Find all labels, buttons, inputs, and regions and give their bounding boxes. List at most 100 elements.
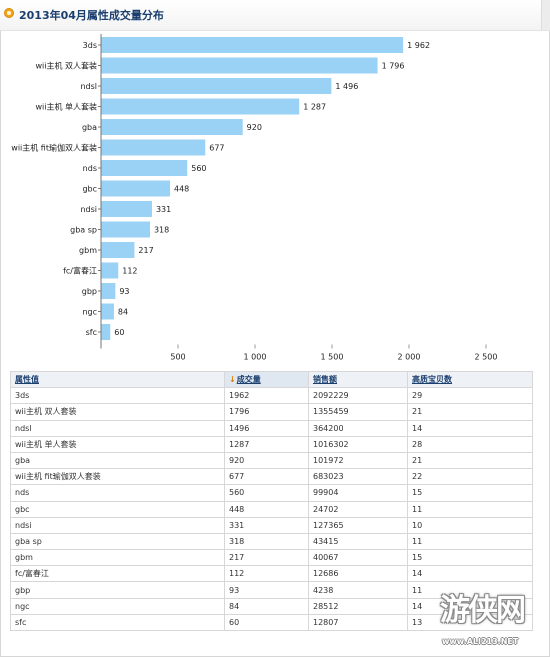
sort-down-icon: ↓ bbox=[229, 375, 236, 385]
chart-bar[interactable] bbox=[101, 283, 116, 299]
chart-bar[interactable] bbox=[101, 201, 152, 217]
table-cell: 217 bbox=[224, 549, 309, 567]
bullet-icon bbox=[4, 8, 14, 18]
chart-bar[interactable] bbox=[101, 221, 150, 238]
table-row: ndsl 1496 364200 14 bbox=[10, 419, 533, 437]
column-header-sales[interactable]: 销售额 bbox=[308, 370, 408, 389]
bar-value-label: 560 bbox=[191, 164, 206, 173]
chart-bar[interactable] bbox=[101, 139, 206, 156]
y-tick-label: wii主机 双人套装 bbox=[35, 61, 97, 71]
table-row: sfc 60 12807 13 bbox=[10, 613, 533, 632]
table-cell: 318 bbox=[224, 532, 309, 551]
table-cell: 22 bbox=[407, 468, 533, 486]
bar-value-label: 93 bbox=[119, 287, 129, 296]
bar-value-label: 217 bbox=[138, 246, 153, 255]
bar-value-label: 1 496 bbox=[335, 82, 358, 91]
bar-value-label: 60 bbox=[114, 328, 124, 337]
table-cell: 10 bbox=[407, 516, 533, 534]
table-cell: 99904 bbox=[308, 484, 408, 502]
column-header-quality-items[interactable]: 高质宝贝数 bbox=[407, 370, 533, 389]
table-row: gbc 448 24702 11 bbox=[10, 500, 533, 518]
y-tick-label: gbc bbox=[82, 185, 97, 194]
bar-value-label: 112 bbox=[122, 267, 137, 276]
table-cell: wii主机 双人套装 bbox=[10, 403, 225, 421]
table-cell: 28 bbox=[407, 435, 533, 453]
bar-value-label: 1 962 bbox=[407, 41, 430, 50]
table-cell: 29 bbox=[407, 387, 533, 405]
y-tick-label: nds bbox=[83, 164, 97, 173]
chart-bar[interactable] bbox=[101, 324, 111, 340]
chart-bar[interactable] bbox=[101, 303, 114, 320]
table-cell: 677 bbox=[224, 468, 309, 486]
chart-bar[interactable] bbox=[101, 119, 243, 135]
chart-bar[interactable] bbox=[101, 180, 170, 197]
table-cell: gba bbox=[10, 451, 225, 470]
bar-value-label: 318 bbox=[154, 226, 169, 235]
y-tick-label: gba sp bbox=[70, 226, 97, 235]
table-row: gba sp 318 43415 11 bbox=[10, 532, 533, 551]
table-cell: ndsi bbox=[10, 516, 225, 534]
table-cell: 11 bbox=[407, 532, 533, 551]
data-table: 属性值 ↓成交量 销售额 高质宝贝数 3ds 1962 2092229 29 wii主机… bbox=[10, 370, 533, 632]
table-cell: 21 bbox=[407, 403, 533, 421]
table-cell: ndsl bbox=[10, 419, 225, 437]
y-tick-label: ndsi bbox=[80, 205, 97, 214]
table-cell: 448 bbox=[224, 500, 309, 518]
table-cell: 127365 bbox=[308, 516, 408, 534]
table-cell: 15 bbox=[407, 484, 533, 502]
chart-bar[interactable] bbox=[101, 262, 119, 279]
panel-title: 2013年04月属性成交量分布 bbox=[19, 9, 164, 22]
table-row: fc/富春江 112 12686 14 bbox=[10, 565, 533, 583]
chart-bar[interactable] bbox=[101, 78, 332, 94]
scrollbar[interactable] bbox=[541, 0, 550, 30]
table-cell: wii主机 单人套装 bbox=[10, 435, 225, 453]
table-cell: wii主机 fit瑜伽双人套装 bbox=[10, 468, 225, 486]
table-cell: 21 bbox=[407, 451, 533, 470]
column-header-attribute[interactable]: 属性值 bbox=[10, 370, 225, 389]
x-tick-label: 500 bbox=[170, 353, 185, 362]
bar-value-label: 1 796 bbox=[382, 62, 405, 71]
chart-bar[interactable] bbox=[101, 98, 300, 115]
chart-bar[interactable] bbox=[101, 242, 135, 258]
table-cell: 112 bbox=[224, 565, 309, 583]
table-cell: 93 bbox=[224, 581, 309, 599]
table-row: wii主机 双人套装 1796 1355459 21 bbox=[10, 403, 533, 421]
y-tick-label: fc/富春江 bbox=[63, 266, 97, 276]
x-tick-label: 2 500 bbox=[475, 353, 498, 362]
table-cell: 1962 bbox=[224, 387, 309, 405]
table-cell: 683023 bbox=[308, 468, 408, 486]
table-row: gba 920 101972 21 bbox=[10, 451, 533, 470]
table-row: wii主机 单人套装 1287 1016302 28 bbox=[10, 435, 533, 453]
table-cell: ngc bbox=[10, 597, 225, 615]
table-cell: 4238 bbox=[308, 581, 408, 599]
table-cell: 920 bbox=[224, 451, 309, 470]
table-cell: 84 bbox=[224, 597, 309, 615]
bar-value-label: 331 bbox=[156, 205, 171, 214]
table-cell: fc/富春江 bbox=[10, 565, 225, 583]
table-cell: 14 bbox=[407, 419, 533, 437]
x-tick-label: 1 000 bbox=[244, 353, 267, 362]
watermark-url: www.ALI213.NET bbox=[442, 637, 519, 646]
panel-header: 2013年04月属性成交量分布 bbox=[0, 0, 550, 31]
y-tick-label: 3ds bbox=[83, 41, 97, 50]
chart-bar[interactable] bbox=[101, 57, 378, 74]
table-cell: 1796 bbox=[224, 403, 309, 421]
y-tick-label: ngc bbox=[82, 308, 97, 317]
table-cell: sfc bbox=[10, 613, 225, 632]
bar-value-label: 84 bbox=[118, 308, 128, 317]
table-cell: 40067 bbox=[308, 549, 408, 567]
table-cell: 15 bbox=[407, 549, 533, 567]
table-cell: 12807 bbox=[308, 613, 408, 632]
watermark-text: 游侠网 bbox=[440, 593, 526, 628]
table-cell: gbm bbox=[10, 549, 225, 567]
bar-value-label: 1 287 bbox=[303, 103, 326, 112]
table-cell: 43415 bbox=[308, 532, 408, 551]
chart-bar[interactable] bbox=[101, 37, 404, 53]
column-header-volume[interactable]: ↓成交量 bbox=[224, 370, 309, 389]
table-row: ndsi 331 127365 10 bbox=[10, 516, 533, 534]
watermark-logo: 游侠网 www.ALI213.NET bbox=[440, 585, 548, 655]
table-cell: 101972 bbox=[308, 451, 408, 470]
chart-bar[interactable] bbox=[101, 160, 188, 176]
table-cell: 331 bbox=[224, 516, 309, 534]
table-cell: 13 bbox=[407, 613, 533, 632]
